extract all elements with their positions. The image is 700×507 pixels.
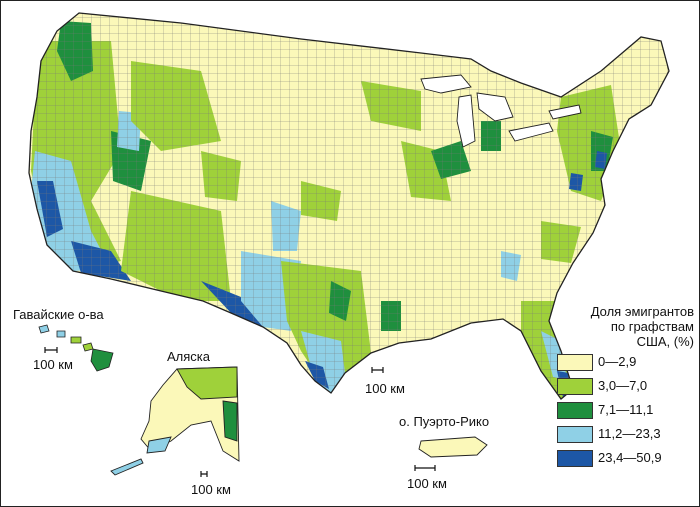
alaska-label: Аляска	[167, 349, 210, 364]
legend-swatch	[557, 426, 593, 443]
hawaii-islands	[38, 324, 114, 372]
legend-title-line3: США, (%)	[636, 334, 694, 349]
legend-title: Доля эмигрантов по графствам США, (%)	[554, 304, 694, 349]
legend-title-line1: Доля эмигрантов	[590, 304, 694, 319]
legend: Доля эмигрантов по графствам США, (%) 0—…	[554, 304, 694, 467]
legend-range-label: 7,1—11,1	[598, 402, 654, 417]
legend-swatch	[557, 450, 593, 467]
mainland-outline	[28, 12, 670, 400]
legend-range-label: 11,2—23,3	[598, 426, 661, 441]
legend-title-line2: по графствам	[610, 319, 694, 334]
mainland-scale-label: 100 км	[365, 381, 405, 396]
great-lakes	[420, 74, 582, 148]
legend-swatch	[557, 354, 593, 371]
alaska-shape	[110, 366, 240, 476]
hawaii-label: Гавайские о-ва	[13, 307, 104, 322]
legend-swatch	[557, 378, 593, 395]
hawaii-scale-label: 100 км	[33, 357, 73, 372]
puerto-rico-label: о. Пуэрто-Рико	[399, 414, 490, 429]
puerto-rico-shape	[418, 436, 488, 458]
legend-range-label: 23,4—50,9	[598, 450, 662, 465]
scale-bars	[44, 347, 436, 477]
alaska-scale-label: 100 км	[191, 482, 231, 497]
legend-swatch	[557, 402, 593, 419]
legend-range-label: 3,0—7,0	[598, 378, 648, 393]
legend-range-label: 0—2,9	[598, 354, 637, 369]
puerto-rico-scale-label: 100 км	[407, 476, 447, 491]
